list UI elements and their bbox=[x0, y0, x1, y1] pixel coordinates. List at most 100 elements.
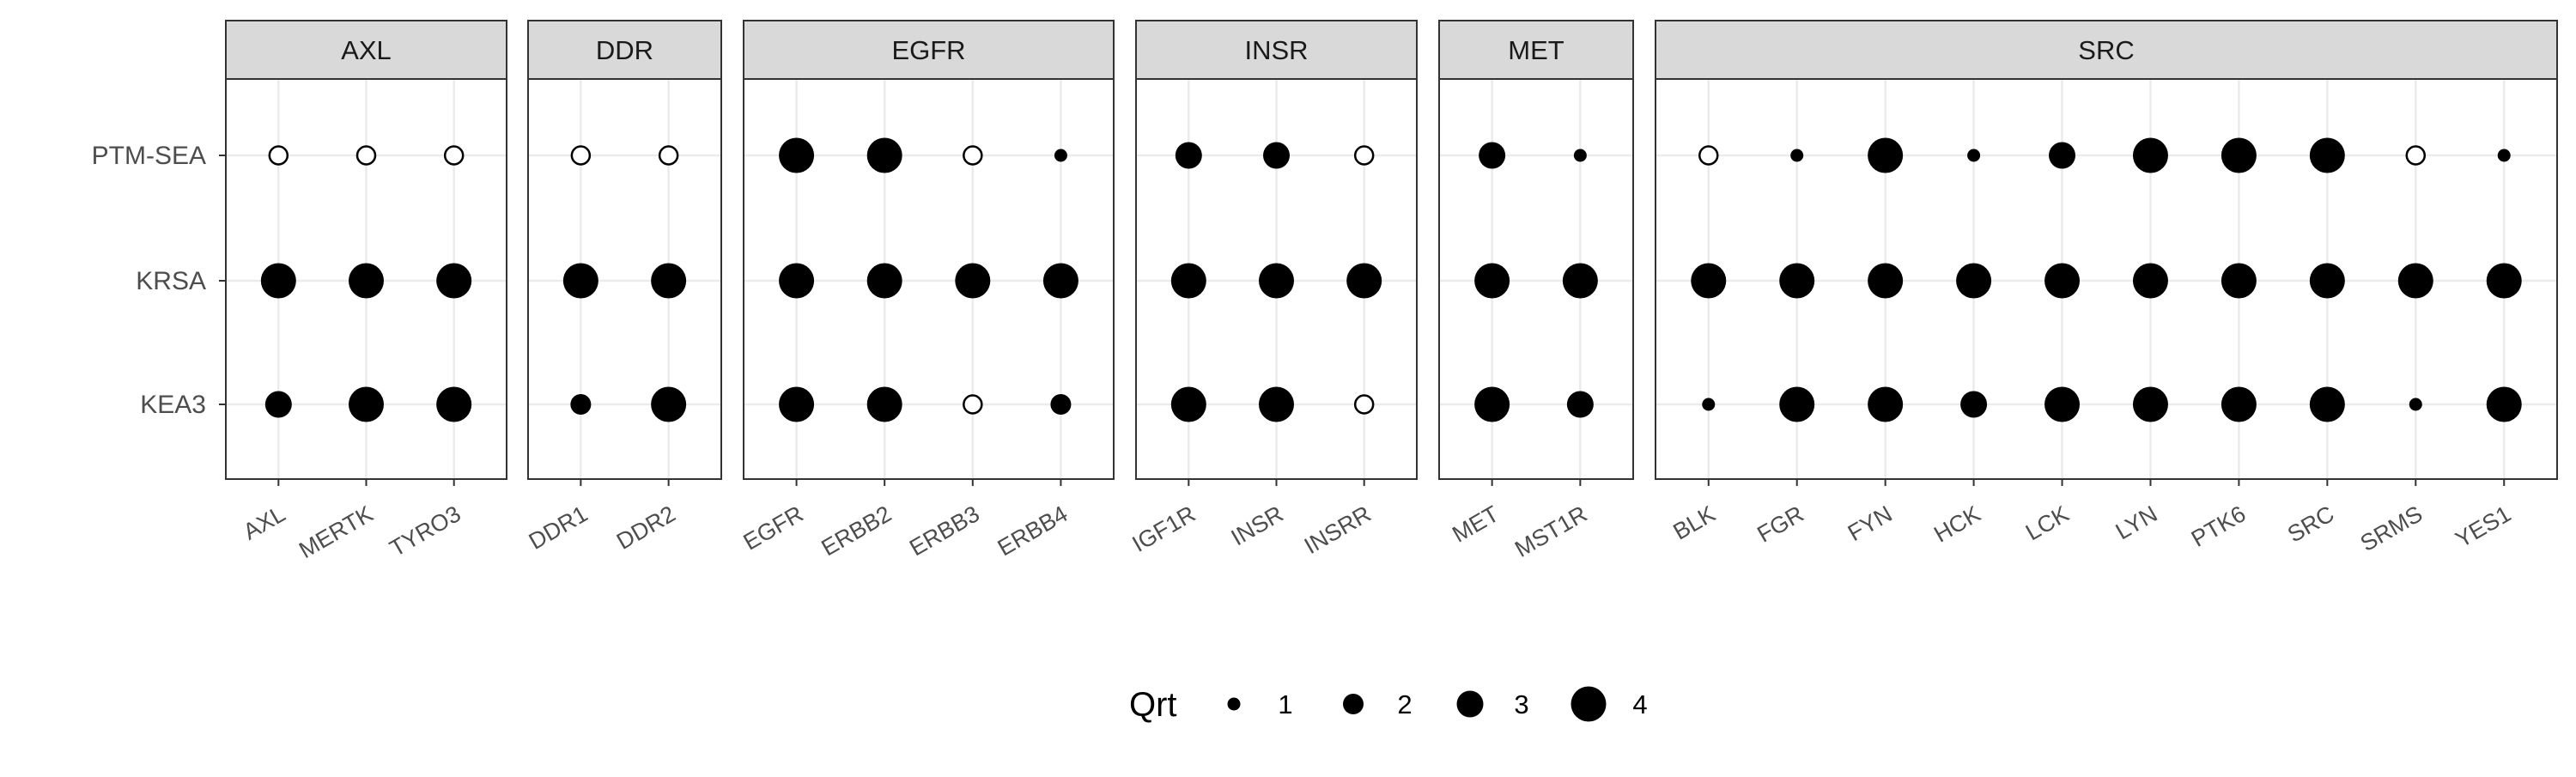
data-point bbox=[1170, 386, 1206, 422]
data-point bbox=[1175, 142, 1202, 169]
x-tick-label: DDR2 bbox=[612, 501, 680, 555]
data-point bbox=[1702, 398, 1716, 411]
data-point-hollow bbox=[1698, 145, 1719, 166]
data-point bbox=[1170, 263, 1206, 299]
legend-label: 1 bbox=[1278, 689, 1292, 719]
data-point-hollow bbox=[570, 145, 592, 166]
x-tick-label: BLK bbox=[1669, 501, 1720, 545]
data-point bbox=[651, 263, 687, 299]
data-point bbox=[562, 263, 598, 299]
data-point bbox=[1263, 142, 1290, 169]
x-tick-label: YES1 bbox=[2451, 501, 2515, 553]
facet-label: DDR bbox=[596, 35, 653, 65]
x-tick-label: SRC bbox=[2283, 501, 2338, 547]
x-tick-label: HCK bbox=[1929, 501, 1984, 547]
legend-label: 4 bbox=[1632, 689, 1647, 719]
x-tick-label: DDR1 bbox=[525, 501, 592, 555]
legend-title: Qrt bbox=[1129, 686, 1177, 724]
legend-label: 3 bbox=[1514, 689, 1528, 719]
data-point bbox=[2486, 263, 2522, 299]
data-point bbox=[1868, 263, 1904, 299]
data-point bbox=[866, 386, 902, 422]
row-label: KRSA bbox=[136, 267, 206, 295]
data-point bbox=[2309, 263, 2345, 299]
data-point bbox=[264, 391, 292, 418]
data-point bbox=[1573, 149, 1587, 162]
data-point bbox=[436, 386, 472, 422]
x-tick-label: ERBB3 bbox=[905, 501, 984, 561]
data-point bbox=[260, 263, 296, 299]
data-point bbox=[1779, 263, 1815, 299]
facet-label: INSR bbox=[1244, 35, 1308, 65]
x-tick-label: MET bbox=[1448, 501, 1503, 547]
row-label: PTM-SEA bbox=[92, 142, 206, 170]
data-point bbox=[866, 263, 902, 299]
data-point bbox=[1042, 263, 1078, 299]
data-point bbox=[2309, 137, 2345, 173]
data-point-hollow bbox=[2405, 145, 2427, 166]
data-point bbox=[2132, 386, 2168, 422]
data-point bbox=[2486, 386, 2522, 422]
legend-label: 2 bbox=[1397, 689, 1412, 719]
x-tick-label: MERTK bbox=[295, 501, 377, 563]
facet-strip bbox=[225, 20, 507, 80]
facet-strip bbox=[1438, 20, 1634, 80]
facet-label: EGFR bbox=[891, 35, 965, 65]
data-point bbox=[349, 263, 384, 299]
panel-background bbox=[1439, 79, 1633, 479]
x-tick-label: FGR bbox=[1753, 501, 1807, 547]
data-point bbox=[1474, 386, 1510, 422]
x-tick-label: EGFR bbox=[739, 501, 808, 555]
data-point bbox=[570, 394, 592, 415]
x-tick-label: INSR bbox=[1227, 501, 1288, 550]
data-point bbox=[779, 263, 815, 299]
x-tick-label: ERBB4 bbox=[993, 501, 1072, 561]
facet-strip bbox=[1655, 20, 2558, 80]
data-point bbox=[1259, 263, 1294, 299]
legend-key bbox=[1343, 694, 1364, 714]
x-tick-label: IGF1R bbox=[1127, 501, 1200, 557]
x-tick-label: PTK6 bbox=[2187, 501, 2250, 552]
data-point bbox=[955, 263, 991, 299]
facet-strip bbox=[527, 20, 722, 80]
data-point bbox=[1967, 149, 1981, 162]
data-point bbox=[1474, 263, 1510, 299]
data-point bbox=[2309, 386, 2345, 422]
data-point bbox=[1960, 391, 1988, 418]
data-point bbox=[866, 137, 902, 173]
data-point bbox=[651, 386, 687, 422]
data-point bbox=[2132, 137, 2168, 173]
data-point bbox=[349, 386, 384, 422]
data-point-hollow bbox=[1353, 145, 1375, 166]
data-point bbox=[2409, 398, 2422, 411]
legend-key bbox=[1456, 690, 1484, 718]
data-point bbox=[779, 137, 815, 173]
data-point bbox=[2132, 263, 2168, 299]
data-point bbox=[2221, 137, 2257, 173]
data-point bbox=[2221, 386, 2257, 422]
data-point-hollow bbox=[1353, 394, 1375, 415]
legend-key bbox=[1227, 697, 1241, 711]
data-point-hollow bbox=[963, 394, 983, 415]
facet-label: AXL bbox=[341, 35, 392, 65]
data-point bbox=[1566, 391, 1594, 418]
x-tick-label: SRMS bbox=[2356, 501, 2427, 556]
data-point bbox=[1956, 263, 1992, 299]
data-point bbox=[2497, 149, 2511, 162]
data-point bbox=[1050, 394, 1072, 415]
x-tick-label: FYN bbox=[1844, 501, 1897, 546]
row-label: KEA3 bbox=[140, 391, 206, 419]
data-point bbox=[779, 386, 815, 422]
data-point bbox=[2397, 263, 2433, 299]
data-point-hollow bbox=[658, 145, 679, 166]
data-point bbox=[1868, 137, 1904, 173]
data-point-hollow bbox=[268, 145, 289, 166]
data-point bbox=[1259, 386, 1294, 422]
data-point bbox=[2049, 142, 2076, 169]
data-point bbox=[1562, 263, 1598, 299]
facet-label: MET bbox=[1508, 35, 1564, 65]
data-point bbox=[1691, 263, 1727, 299]
data-point bbox=[1790, 149, 1804, 162]
data-point bbox=[2044, 263, 2081, 299]
